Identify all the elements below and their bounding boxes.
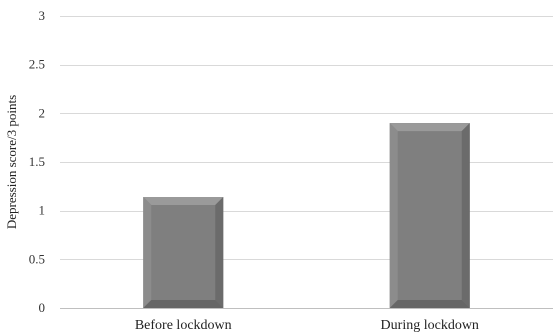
y-tick-label: 1 <box>39 203 46 218</box>
y-tick-label: 2 <box>39 105 46 120</box>
bars <box>143 123 470 308</box>
y-axis-ticks: 0 0.5 1 1.5 2 2.5 3 <box>29 8 45 315</box>
y-axis-label: Depression score/3 points <box>4 95 19 229</box>
bar-bevel-left <box>143 197 152 308</box>
bar-body <box>389 123 470 308</box>
y-tick-label: 0.5 <box>29 251 45 266</box>
bar <box>143 197 224 308</box>
x-category-label: During lockdown <box>381 318 479 333</box>
bar-bevel-left <box>389 123 398 308</box>
bar-bevel-right <box>215 197 224 308</box>
x-category-label: Before lockdown <box>135 318 232 333</box>
bar-bevel-top <box>389 123 470 132</box>
bar <box>389 123 470 308</box>
x-axis-categories: Before lockdown During lockdown <box>135 318 479 333</box>
bar-bevel-bottom <box>143 300 224 308</box>
gridlines <box>60 16 553 309</box>
bar-bevel-right <box>461 123 470 308</box>
bar-bevel-top <box>143 197 224 206</box>
y-tick-label: 2.5 <box>29 57 45 72</box>
y-tick-label: 3 <box>39 8 46 23</box>
y-tick-label: 0 <box>39 300 46 315</box>
bar-body <box>143 197 224 308</box>
bar-bevel-bottom <box>389 300 470 308</box>
y-tick-label: 1.5 <box>29 154 45 169</box>
